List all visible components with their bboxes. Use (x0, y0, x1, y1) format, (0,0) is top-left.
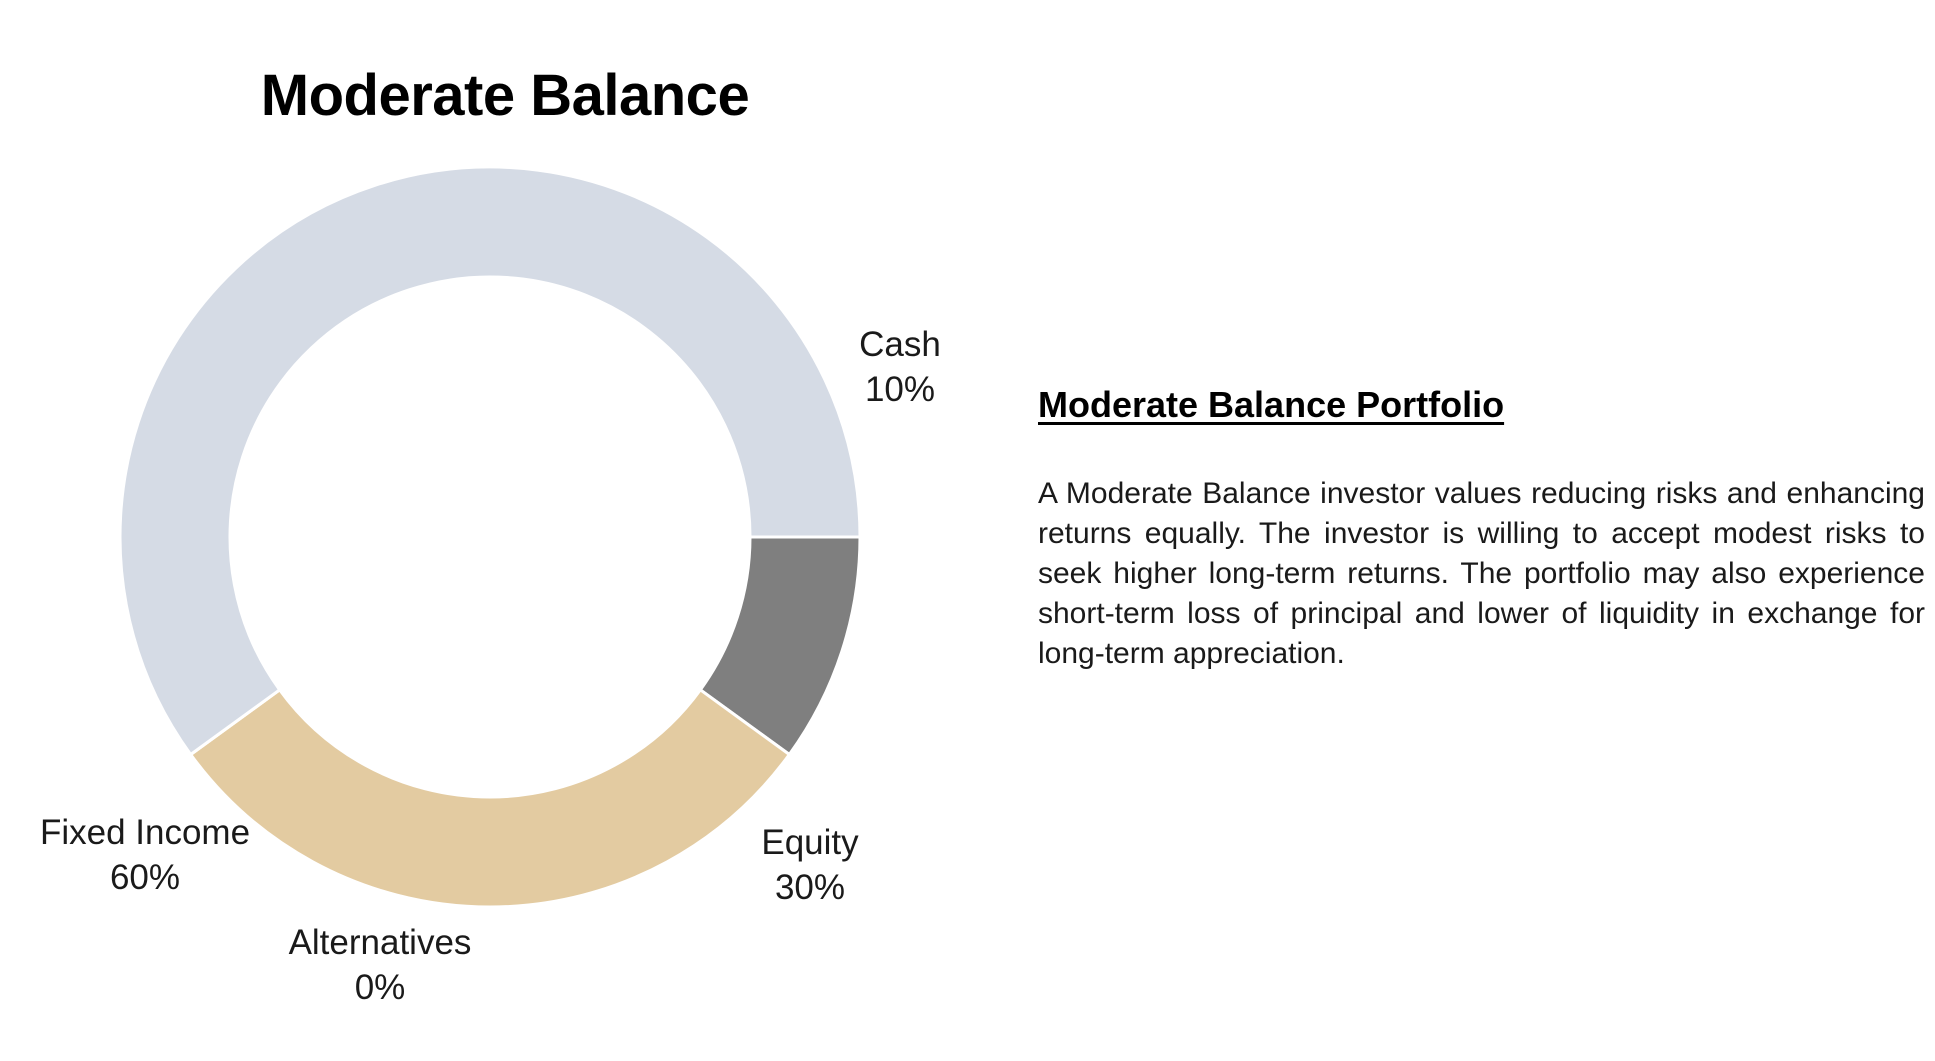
slice-value-cash: 10% (864, 370, 936, 409)
slice-name-equity: Equity (761, 823, 859, 862)
slice-label-equity: Equity 30% (720, 820, 900, 910)
slice-label-alternatives: Alternatives 0% (265, 920, 495, 1010)
slice-label-cash: Cash 10% (820, 322, 980, 412)
description-body: A Moderate Balance investor values reduc… (1038, 477, 1925, 670)
slice-name-alternatives: Alternatives (288, 923, 472, 962)
slice-value-fixed-income: 60% (109, 858, 181, 897)
donut-chart (118, 165, 862, 909)
slice-equity (188, 687, 792, 909)
slice-fixed-income (118, 165, 862, 757)
slice-name-fixed-income: Fixed Income (39, 813, 251, 852)
slice-label-fixed-income: Fixed Income 60% (20, 810, 270, 900)
description-heading: Moderate Balance Portfolio (1038, 384, 1505, 425)
slice-value-alternatives: 0% (354, 968, 406, 1007)
description-panel: Moderate Balance Portfolio A Moderate Ba… (1038, 384, 1925, 674)
slice-name-cash: Cash (859, 325, 941, 364)
slice-value-equity: 30% (774, 868, 846, 907)
chart-title: Moderate Balance (260, 63, 750, 128)
